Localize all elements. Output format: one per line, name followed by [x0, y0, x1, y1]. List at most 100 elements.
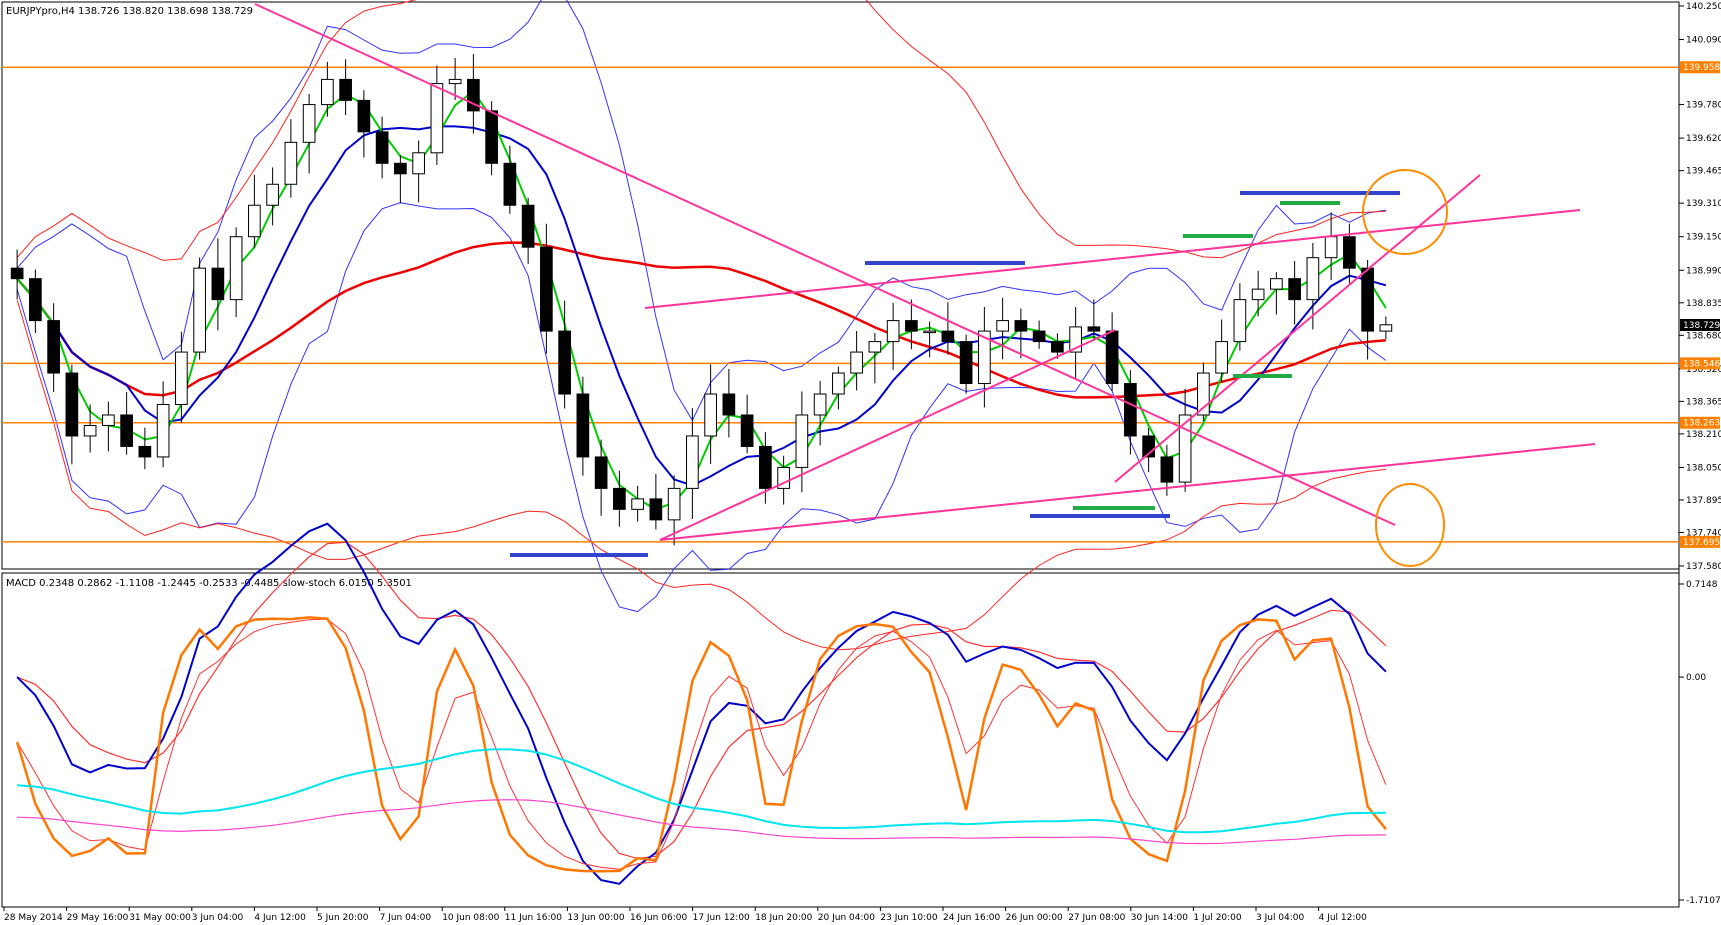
- stoch-signal-line: [16, 618, 1387, 870]
- price-tick-label: 138.680: [1686, 331, 1721, 341]
- candle-bullish: [795, 414, 809, 468]
- candle-bullish: [978, 330, 991, 385]
- candle-bearish: [722, 393, 736, 416]
- candle-bearish: [1105, 330, 1119, 385]
- candle-bearish: [485, 110, 498, 164]
- candle-bullish: [923, 330, 936, 334]
- price-tick-label: 139.150: [1686, 233, 1721, 243]
- candle-bearish: [959, 341, 973, 385]
- candle-bearish: [941, 330, 955, 343]
- candle-bearish: [467, 78, 480, 112]
- macd-stochastic: [15, 522, 1387, 885]
- candle-bullish: [102, 414, 115, 426]
- candle-bearish: [1014, 320, 1028, 332]
- level-label: 138.263: [1683, 419, 1720, 429]
- candle-bearish: [1142, 435, 1155, 458]
- candle-bullish: [193, 267, 206, 353]
- candle-bearish: [558, 330, 571, 395]
- candle-bullish: [302, 104, 316, 143]
- candle-bearish: [503, 162, 517, 206]
- candle-bearish: [759, 445, 772, 489]
- time-tick-label: 17 Jun 12:00: [693, 913, 750, 923]
- current-price-box: [1680, 319, 1720, 332]
- price-tick-label: 140.250: [1686, 2, 1721, 12]
- level-label: 139.958: [1683, 63, 1720, 73]
- annotations: [254, 3, 1596, 567]
- trendline: [659, 443, 1596, 541]
- candle-bullish: [266, 183, 279, 206]
- candle-bearish: [1160, 456, 1174, 483]
- indicator-tick-label: 0.7148: [1686, 580, 1718, 590]
- horizontal-levels: [2, 66, 1679, 543]
- candle-bullish: [1379, 324, 1393, 332]
- candle-bullish: [667, 487, 681, 521]
- candle-bullish: [1178, 414, 1192, 483]
- time-tick-label: 11 Jun 16:00: [505, 913, 562, 923]
- price-tick-label: 139.780: [1686, 101, 1721, 111]
- highlight-circle: [1375, 483, 1445, 567]
- time-tick-label: 13 Jun 00:00: [567, 913, 624, 923]
- current-price-label: 138.729: [1683, 321, 1720, 331]
- time-tick-label: 28 May 2014: [4, 913, 63, 923]
- time-tick-label: 29 May 16:00: [67, 913, 129, 923]
- price-tick-label: 140.090: [1686, 36, 1721, 46]
- candle-bullish: [156, 404, 170, 458]
- candle-bullish: [229, 236, 243, 301]
- candle-bullish: [321, 78, 334, 106]
- indicator-tick-label: -1.7107: [1686, 896, 1721, 906]
- candle-bullish: [1069, 326, 1082, 353]
- candle-bullish: [832, 372, 845, 395]
- symbol-header: EURJPYpro,H4 138.726 138.820 138.698 138…: [6, 6, 253, 17]
- level-label-box: [1680, 416, 1720, 429]
- candle-bearish: [540, 246, 553, 332]
- price-tick-label: 138.990: [1686, 266, 1721, 276]
- candle-bullish: [284, 141, 298, 185]
- stoch-line: [15, 616, 1387, 873]
- candle-bullish: [1233, 299, 1247, 343]
- candle-bullish: [631, 498, 644, 510]
- candle-bearish: [521, 204, 535, 248]
- level-label-box: [1680, 357, 1720, 370]
- trendline: [644, 209, 1581, 309]
- sma-mid-line: [16, 125, 1387, 487]
- price-tick-label: 139.310: [1686, 199, 1721, 209]
- candle-bullish: [686, 435, 699, 489]
- time-tick-label: 31 May 00:00: [129, 913, 191, 923]
- sma-fast-line: [16, 89, 1387, 511]
- candle-bearish: [1288, 278, 1301, 301]
- time-axis: 28 May 2014 29 May 16:00 31 May 00:00 3 Jun…: [3, 907, 1368, 923]
- time-tick-label: 27 Jun 08:00: [1068, 913, 1125, 923]
- candle-bearish: [613, 487, 626, 510]
- trendline: [254, 3, 1396, 526]
- level-label-box: [1680, 535, 1720, 548]
- moving-averages: [16, 89, 1387, 511]
- macd-signal-line: [16, 541, 1387, 860]
- time-tick-label: 3 Jul 04:00: [1256, 913, 1305, 923]
- candle-bullish: [1197, 372, 1210, 416]
- candle-bearish: [10, 267, 24, 280]
- candle-bullish: [175, 351, 188, 406]
- candle-bearish: [394, 162, 407, 175]
- candle-bullish: [430, 83, 444, 154]
- time-tick-label: 5 Jun 20:00: [317, 913, 369, 923]
- candle-bullish: [1215, 341, 1228, 374]
- bollinger-inner-lower: [16, 202, 1387, 613]
- candle-bearish: [1087, 326, 1101, 332]
- candle-bearish: [138, 445, 152, 458]
- candle-bullish: [83, 424, 97, 437]
- time-tick-label: 7 Jun 04:00: [380, 913, 432, 923]
- time-tick-label: 4 Jul 12:00: [1319, 913, 1368, 923]
- bollinger-outer-upper: [16, 0, 1386, 261]
- candle-bearish: [339, 78, 352, 101]
- candle-bullish: [448, 78, 462, 85]
- time-tick-label: 23 Jun 10:00: [880, 913, 937, 923]
- time-tick-label: 24 Jun 16:00: [943, 913, 1000, 923]
- trendline: [1114, 174, 1481, 483]
- candle-bearish: [594, 456, 608, 489]
- candle-bearish: [576, 393, 590, 458]
- time-tick-label: 20 Jun 04:00: [818, 913, 875, 923]
- candle-bullish: [704, 393, 717, 437]
- price-tick-label: 139.620: [1686, 134, 1721, 144]
- candle-bearish: [1032, 330, 1046, 343]
